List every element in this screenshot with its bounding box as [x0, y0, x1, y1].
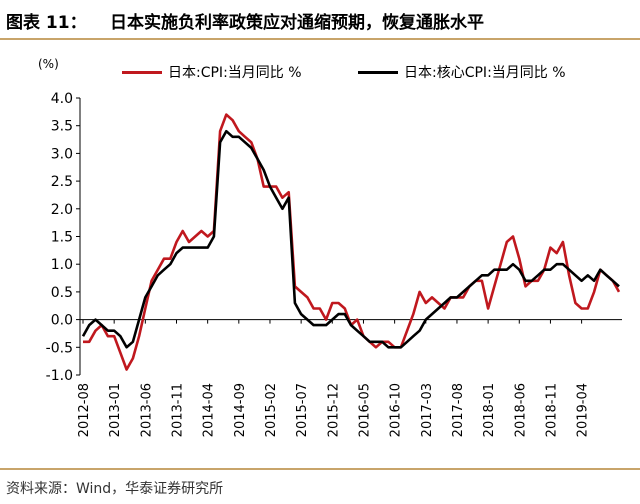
chart-title: 日本实施负利率政策应对通缩预期，恢复通胀水平	[110, 13, 484, 33]
legend-item-cpi: 日本:CPI:当月同比 %	[122, 62, 302, 82]
x-tick-label: 2018-06	[513, 383, 528, 437]
y-axis: 4.0 3.5 3.0 2.5 2.0 1.5 1.0 0.5 0.0 -0.5 -1.0	[46, 91, 81, 384]
legend-swatch-core-cpi	[358, 70, 398, 74]
y-tick-label: 0.5	[51, 285, 73, 301]
title-bar: 图表 11： 日本实施负利率政策应对通缩预期，恢复通胀水平	[0, 0, 640, 40]
y-tick-label: 3.5	[51, 119, 73, 135]
x-tick-label: 2014-04	[202, 383, 217, 437]
x-tick-label: 2013-01	[108, 383, 123, 437]
core-cpi-series-line	[81, 129, 620, 349]
series-lines	[81, 113, 621, 371]
source-note: 资料来源：Wind，华泰证券研究所	[6, 481, 224, 497]
x-tick-label: 2018-11	[544, 383, 559, 437]
x-tick-label: 2013-11	[170, 383, 185, 437]
y-axis-unit: (%)	[38, 57, 59, 71]
legend-label-cpi: 日本:CPI:当月同比 %	[168, 65, 302, 81]
y-tick-label: 1.0	[51, 257, 73, 273]
legend-item-core-cpi: 日本:核心CPI:当月同比 %	[358, 62, 566, 82]
source-bar: 资料来源：Wind，华泰证券研究所	[0, 468, 640, 504]
cpi-series-line	[83, 113, 621, 371]
x-tick-label: 2013-06	[139, 383, 154, 437]
x-tick-label: 2014-09	[233, 383, 248, 437]
x-tick-label: 2017-08	[451, 383, 466, 437]
y-tick-label: 4.0	[51, 91, 73, 107]
y-tick-label: -0.5	[46, 340, 73, 356]
y-tick-label: 1.5	[51, 230, 73, 246]
y-tick-label: 2.0	[51, 202, 73, 218]
x-tick-label: 2016-10	[389, 383, 404, 437]
line-chart: 4.0 3.5 3.0 2.5 2.0 1.5 1.0 0.5 0.0 -0.5 -1.0 2012…	[46, 91, 622, 437]
x-tick-label: 2017-03	[420, 383, 435, 437]
legend-swatch-cpi	[122, 70, 162, 74]
x-tick-label: 2015-07	[295, 383, 310, 437]
x-tick-label: 2018-01	[482, 383, 497, 437]
x-tick-label: 2012-08	[77, 383, 92, 437]
x-tick-label: 2016-05	[357, 383, 372, 437]
y-tick-label: -1.0	[46, 368, 73, 384]
y-tick-label: 3.0	[51, 146, 73, 162]
y-tick-label: 2.5	[51, 174, 73, 190]
x-tick-label: 2015-02	[264, 383, 279, 437]
x-tick-label: 2019-04	[576, 383, 591, 437]
legend-label-core-cpi: 日本:核心CPI:当月同比 %	[404, 65, 566, 81]
figure-label: 图表 11：	[6, 13, 87, 33]
x-axis: 2012-08 2013-01 2013-06 2013-11 2014-04 2014-…	[77, 319, 622, 437]
x-tick-label: 2015-12	[326, 383, 341, 437]
y-tick-label: 0.0	[51, 313, 73, 329]
